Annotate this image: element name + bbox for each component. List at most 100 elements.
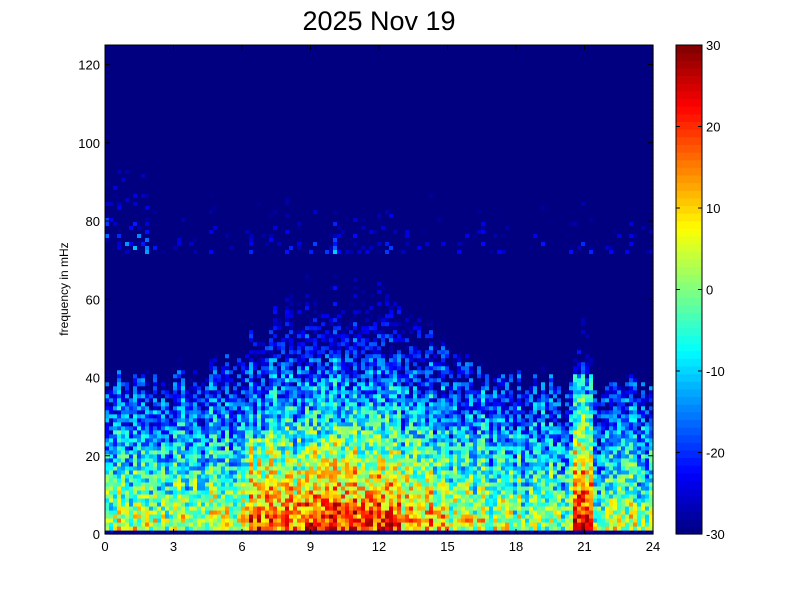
heatmap-cell [153, 77, 158, 82]
heatmap-cell [165, 377, 170, 383]
heatmap-cell [245, 401, 250, 407]
heatmap-cell [161, 49, 166, 54]
heatmap-cell [105, 157, 110, 162]
heatmap-cell [221, 157, 226, 162]
heatmap-cell [109, 405, 114, 411]
heatmap-cell [165, 325, 170, 331]
heatmap-cell [149, 49, 154, 54]
heatmap-cell [109, 101, 114, 106]
heatmap-cell [257, 405, 262, 411]
heatmap-cell [237, 465, 242, 471]
heatmap-cell [149, 341, 154, 347]
heatmap-cell [189, 81, 194, 86]
heatmap-cell [261, 521, 266, 527]
heatmap-cell [129, 325, 134, 331]
heatmap-cell [265, 221, 270, 226]
heatmap-cell [225, 101, 230, 106]
heatmap-cell [153, 197, 158, 202]
heatmap-cell [121, 177, 126, 182]
heatmap-cell [105, 445, 110, 451]
heatmap-cell [133, 161, 138, 166]
heatmap-cell [173, 269, 178, 275]
heatmap-cell [253, 69, 258, 74]
heatmap-cell [189, 45, 194, 50]
heatmap-cell [133, 329, 138, 335]
heatmap-cell [109, 341, 114, 347]
heatmap-cell [117, 405, 122, 411]
heatmap-cell [261, 393, 266, 399]
heatmap-cell [233, 421, 238, 427]
heatmap-cell [109, 253, 114, 259]
heatmap-cell [233, 257, 238, 263]
heatmap-cell [169, 509, 174, 515]
heatmap-cell [257, 417, 262, 423]
heatmap-cell [261, 237, 266, 242]
heatmap-cell [253, 329, 258, 335]
heatmap-cell [157, 349, 162, 355]
heatmap-cell [237, 133, 242, 138]
heatmap-cell [193, 457, 198, 463]
heatmap-cell [109, 289, 114, 295]
heatmap-cell [257, 389, 262, 395]
heatmap-cell [133, 325, 138, 331]
heatmap-cell [205, 441, 210, 447]
heatmap-cell [137, 325, 142, 331]
heatmap-cell [125, 121, 130, 126]
heatmap-cell [105, 373, 110, 379]
heatmap-cell [169, 385, 174, 391]
heatmap-cell [197, 105, 202, 110]
heatmap-cell [229, 457, 234, 463]
heatmap-cell [165, 69, 170, 74]
heatmap-cell [105, 77, 110, 82]
heatmap-cell [205, 225, 210, 230]
heatmap-cell [233, 409, 238, 415]
heatmap-cell [177, 521, 182, 527]
heatmap-cell [181, 509, 186, 515]
heatmap-cell [217, 85, 222, 90]
heatmap-cell [237, 529, 242, 535]
heatmap-cell [145, 137, 150, 142]
heatmap-cell [105, 465, 110, 471]
heatmap-cell [125, 477, 130, 483]
heatmap-cell [161, 77, 166, 82]
heatmap-cell [133, 125, 138, 130]
heatmap-cell [117, 173, 122, 178]
heatmap-cell [157, 161, 162, 166]
heatmap-cell [189, 201, 194, 206]
heatmap-cell [265, 505, 270, 511]
heatmap-cell [253, 333, 258, 339]
heatmap-cell [157, 333, 162, 339]
heatmap-cell [217, 473, 222, 479]
heatmap-cell [121, 333, 126, 339]
heatmap-cell [205, 409, 210, 415]
heatmap-cell [257, 165, 262, 170]
heatmap-cell [141, 505, 146, 511]
heatmap-cell [221, 417, 226, 423]
heatmap-cell [193, 77, 198, 82]
heatmap-cell [165, 517, 170, 523]
heatmap-cell [113, 433, 118, 439]
heatmap-cell [237, 269, 242, 275]
heatmap-cell [209, 57, 214, 62]
heatmap-cell [217, 501, 222, 507]
heatmap-cell [169, 125, 174, 130]
heatmap-cell [125, 425, 130, 431]
heatmap-cell [169, 465, 174, 471]
heatmap-cell [113, 189, 118, 194]
heatmap-cell [225, 61, 230, 66]
heatmap-cell [185, 397, 190, 403]
heatmap-cell [125, 325, 130, 331]
heatmap-cell [213, 357, 218, 363]
heatmap-cell [117, 509, 122, 515]
heatmap-cell [169, 485, 174, 491]
heatmap-cell [141, 365, 146, 371]
heatmap-cell [109, 517, 114, 523]
heatmap-cell [217, 233, 222, 238]
heatmap-cell [173, 457, 178, 463]
heatmap-cell [133, 133, 138, 138]
heatmap-cell [221, 61, 226, 66]
heatmap-cell [209, 493, 214, 499]
heatmap-cell [201, 401, 206, 407]
heatmap-cell [189, 65, 194, 70]
heatmap-cell [145, 177, 150, 182]
